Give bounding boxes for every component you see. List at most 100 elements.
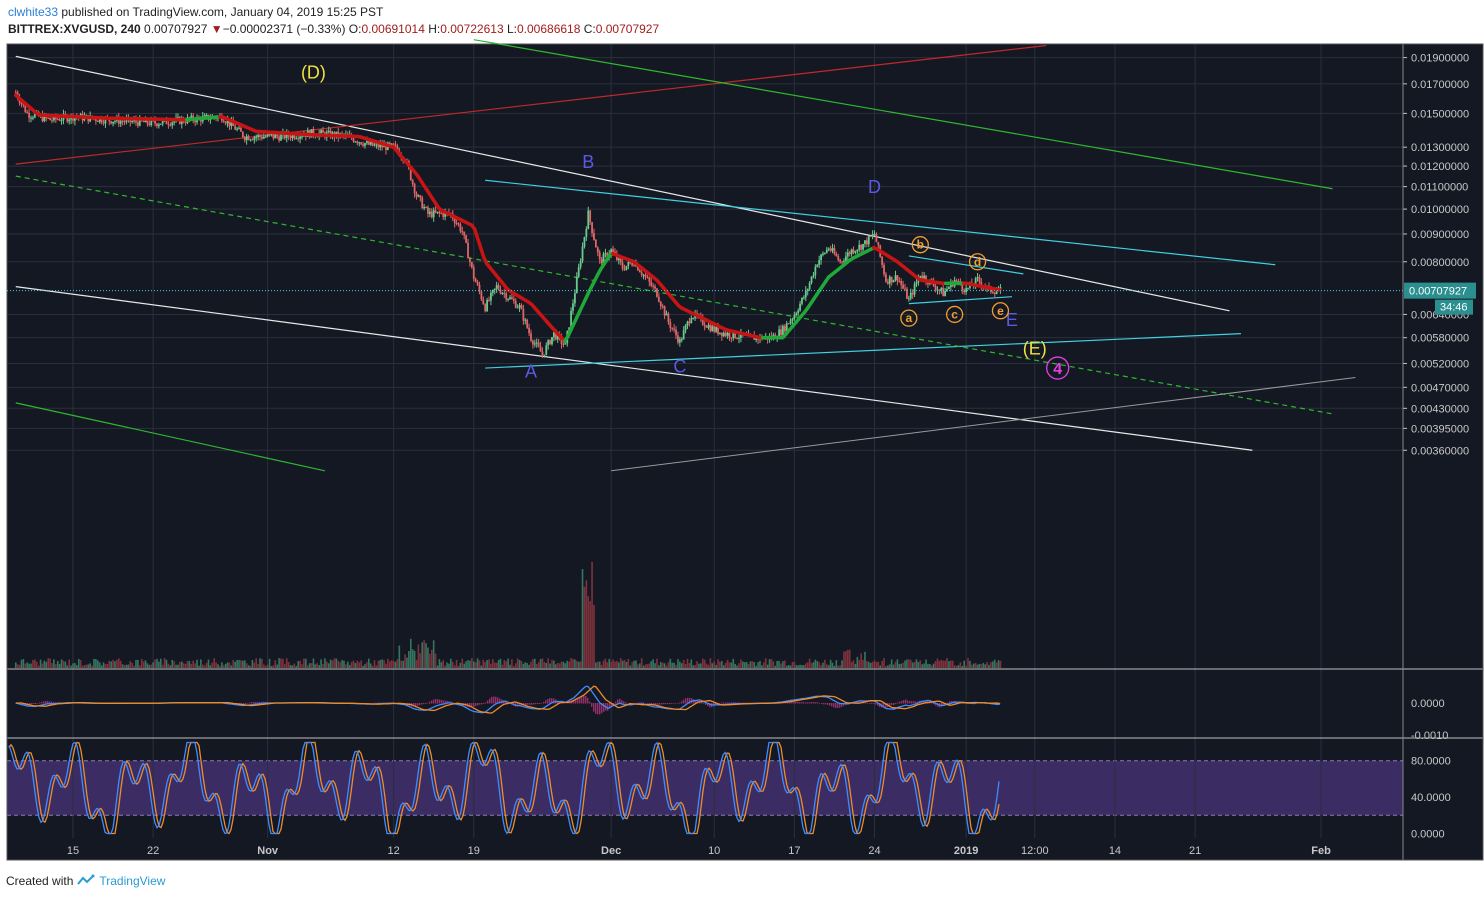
volume-bar — [316, 663, 319, 668]
volume-bar — [743, 662, 746, 668]
volume-bar — [270, 665, 273, 668]
macd-hist-bar — [813, 702, 815, 704]
volume-bar — [486, 660, 488, 668]
candle-body — [135, 119, 137, 123]
candle-body — [787, 323, 790, 325]
macd-hist-bar — [621, 700, 623, 704]
candle-body — [579, 261, 582, 268]
volume-bar — [20, 659, 23, 668]
candle-body — [512, 299, 515, 301]
candle-body — [663, 306, 666, 316]
volume-bar — [627, 658, 630, 668]
macd-hist-bar — [489, 698, 491, 704]
candle-body — [778, 329, 780, 338]
candle-body — [852, 249, 855, 253]
volume-bar — [245, 663, 248, 668]
volume-bar — [753, 662, 756, 668]
macd-hist-bar — [243, 703, 245, 705]
volume-bar — [778, 660, 780, 668]
macd-hist-bar — [483, 703, 485, 704]
volume-bar — [39, 659, 42, 668]
macd-hist-bar — [439, 699, 441, 704]
candle-body — [533, 343, 536, 345]
candle-body — [299, 136, 301, 139]
macd-hist-bar — [497, 697, 499, 704]
candle-body — [365, 141, 368, 144]
volume-bar — [429, 653, 431, 668]
volume-bar — [719, 661, 721, 668]
volume-bar — [341, 660, 343, 668]
candle-body — [251, 139, 254, 141]
volume-bar — [186, 661, 189, 668]
tradingview-link[interactable]: TradingView — [99, 874, 166, 888]
candle-body — [602, 253, 605, 264]
candle-body — [715, 326, 718, 332]
macd-hist-bar — [435, 698, 437, 704]
open-value: 0.00691014 — [361, 22, 425, 36]
candle-body — [865, 240, 868, 245]
candle-body — [501, 293, 504, 295]
volume-bar — [154, 659, 156, 668]
volume-bar — [774, 665, 777, 668]
candle-body — [427, 207, 429, 214]
candle-body — [909, 292, 912, 299]
candle-body — [841, 261, 843, 263]
macd-hist-bar — [543, 701, 545, 704]
price-tick-label: 0.00520000 — [1411, 358, 1469, 370]
candle-body — [270, 134, 273, 136]
volume-bar — [608, 658, 611, 668]
macd-hist-bar — [539, 703, 541, 704]
volume-bar — [570, 658, 572, 668]
volume-bar — [555, 664, 557, 668]
volume-bar — [14, 662, 17, 668]
volume-bar — [795, 665, 798, 668]
candle-body — [684, 325, 687, 331]
volume-bar — [789, 665, 792, 668]
candle-body — [457, 223, 460, 225]
macd-hist-bar — [909, 701, 911, 704]
candle-body — [804, 290, 807, 298]
volume-bar — [772, 661, 775, 668]
volume-bar — [285, 658, 288, 668]
volume-bar — [978, 663, 981, 668]
volume-bar — [49, 658, 51, 668]
macd-hist-bar — [727, 702, 729, 704]
wave-label: c — [951, 307, 958, 321]
macd-hist-bar — [519, 703, 521, 706]
volume-bar — [326, 661, 328, 668]
macd-hist-bar — [553, 698, 555, 704]
candle-body — [575, 276, 578, 294]
volume-bar — [83, 665, 86, 668]
candle-body — [791, 318, 794, 321]
candle-body — [121, 120, 124, 122]
volume-bar — [74, 662, 76, 668]
macd-hist-bar — [415, 703, 417, 707]
macd-hist-bar — [647, 703, 649, 705]
candle-body — [789, 320, 792, 324]
candle-body — [583, 237, 586, 247]
volume-bar — [701, 658, 704, 668]
trendline-white-upper — [15, 55, 1230, 312]
macd-hist-bar — [493, 696, 495, 704]
volume-bar — [329, 659, 332, 668]
macd-hist-bar — [791, 701, 793, 704]
candle-body — [20, 102, 23, 104]
volume-bar — [110, 661, 112, 668]
macd-hist-bar — [475, 703, 477, 707]
volume-bar — [843, 651, 845, 668]
macd-hist-bar — [923, 700, 925, 704]
candle-body — [659, 301, 662, 307]
volume-bar — [465, 661, 467, 668]
candle-body — [165, 118, 168, 125]
candle-body — [856, 249, 859, 252]
macd-hist-bar — [637, 702, 639, 704]
macd-hist-bar — [907, 700, 909, 704]
macd-hist-bar — [811, 701, 813, 704]
macd-hist-bar — [709, 703, 711, 708]
macd-hist-bar — [565, 702, 567, 704]
volume-bar — [68, 659, 70, 668]
author-link[interactable]: clwhite33 — [8, 5, 59, 19]
candle-body — [703, 324, 706, 327]
candle-body — [381, 144, 384, 148]
